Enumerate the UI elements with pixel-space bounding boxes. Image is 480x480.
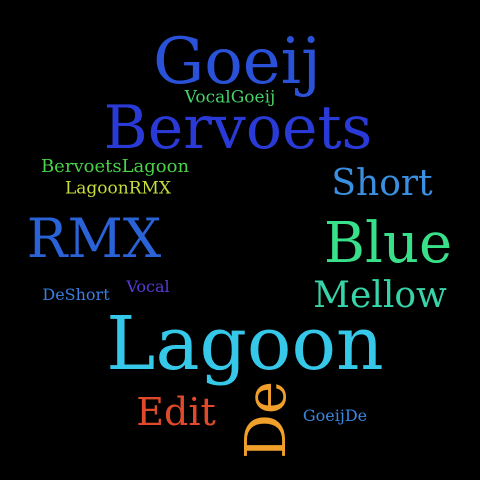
word-vocal: Vocal: [126, 277, 170, 296]
word-bervoets: Bervoets: [103, 93, 373, 163]
word-vocalgoeij: VocalGoeij: [184, 87, 276, 108]
word-bervoetslagoon: BervoetsLagoon: [40, 156, 190, 177]
word-goeij: Goeij: [153, 25, 321, 99]
word-de: De: [234, 380, 299, 460]
word-lagoon: Lagoon: [106, 301, 384, 387]
word-short: Short: [331, 163, 433, 204]
word-lagoonrmx: LagoonRMX: [64, 178, 172, 199]
word-edit: Edit: [136, 390, 216, 434]
word-goeijde: GoeijDe: [302, 406, 368, 425]
word-mellow: Mellow: [313, 275, 447, 316]
word-rmx: RMX: [26, 207, 162, 270]
word-blue: Blue: [323, 211, 453, 276]
word-deshort: DeShort: [42, 285, 110, 304]
